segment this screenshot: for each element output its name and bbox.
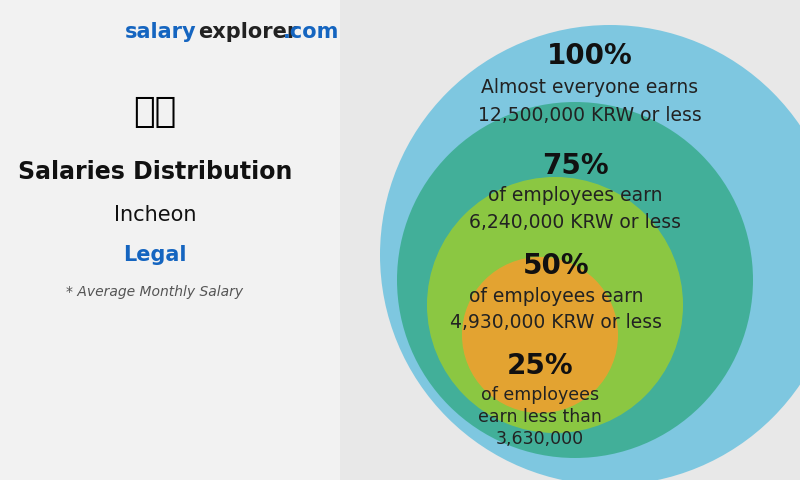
Text: 25%: 25% — [506, 352, 574, 380]
Text: Incheon: Incheon — [114, 205, 196, 225]
Text: 12,500,000 KRW or less: 12,500,000 KRW or less — [478, 106, 702, 125]
Text: 🇰🇷: 🇰🇷 — [134, 95, 177, 129]
Text: 50%: 50% — [522, 252, 590, 280]
Text: 4,930,000 KRW or less: 4,930,000 KRW or less — [450, 313, 662, 332]
Text: 6,240,000 KRW or less: 6,240,000 KRW or less — [469, 213, 681, 232]
Circle shape — [427, 177, 683, 433]
Text: earn less than: earn less than — [478, 408, 602, 426]
Text: Legal: Legal — [123, 245, 186, 265]
Text: of employees earn: of employees earn — [469, 287, 643, 306]
Circle shape — [462, 257, 618, 413]
Text: Salaries Distribution: Salaries Distribution — [18, 160, 292, 184]
Text: 100%: 100% — [547, 42, 633, 70]
Circle shape — [380, 25, 800, 480]
Text: * Average Monthly Salary: * Average Monthly Salary — [66, 285, 243, 299]
Text: 3,630,000: 3,630,000 — [496, 430, 584, 448]
Text: .com: .com — [283, 22, 339, 42]
Text: Almost everyone earns: Almost everyone earns — [482, 78, 698, 97]
Text: explorer: explorer — [198, 22, 298, 42]
Bar — [0, 0, 340, 480]
Text: of employees earn: of employees earn — [488, 186, 662, 205]
Circle shape — [397, 102, 753, 458]
Text: 75%: 75% — [542, 152, 608, 180]
Text: of employees: of employees — [481, 386, 599, 404]
Text: salary: salary — [125, 22, 197, 42]
